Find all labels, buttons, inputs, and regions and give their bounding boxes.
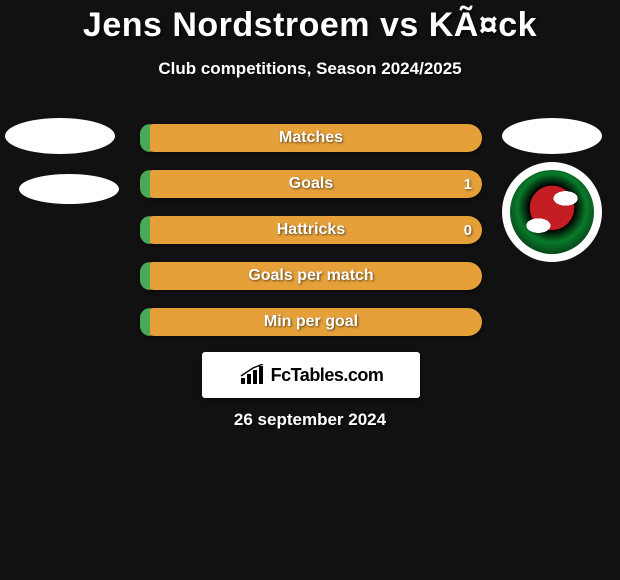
stat-label: Matches — [140, 124, 482, 152]
club-logo — [502, 162, 602, 262]
stat-bar: Goals per match — [140, 262, 482, 290]
club-logo-graphic — [510, 170, 594, 254]
placeholder-ellipse — [19, 174, 119, 204]
stats-list: Matches Goals1 Hattricks0 Goals per match Mi… — [140, 124, 482, 336]
placeholder-ellipse — [5, 118, 115, 154]
stat-label: Min per goal — [140, 308, 482, 336]
stat-label: Goals per match — [140, 262, 482, 290]
stat-bar: Matches — [140, 124, 482, 152]
stat-value-right: 1 — [464, 170, 472, 198]
subtitle: Club competitions, Season 2024/2025 — [0, 59, 620, 79]
right-player-badge — [502, 118, 602, 262]
stat-label: Goals — [140, 170, 482, 198]
page-title: Jens Nordstroem vs KÃ¤ck — [0, 0, 620, 45]
chart-bars-icon — [239, 364, 265, 386]
stat-bar: Min per goal — [140, 308, 482, 336]
placeholder-ellipse — [502, 118, 602, 154]
brand-label: FcTables.com — [271, 365, 384, 386]
brand-box[interactable]: FcTables.com — [202, 352, 420, 398]
date-text: 26 september 2024 — [0, 410, 620, 430]
stat-bar: Goals1 — [140, 170, 482, 198]
stat-bar: Hattricks0 — [140, 216, 482, 244]
stat-value-right: 0 — [464, 216, 472, 244]
stat-label: Hattricks — [140, 216, 482, 244]
left-player-placeholder — [5, 118, 119, 204]
